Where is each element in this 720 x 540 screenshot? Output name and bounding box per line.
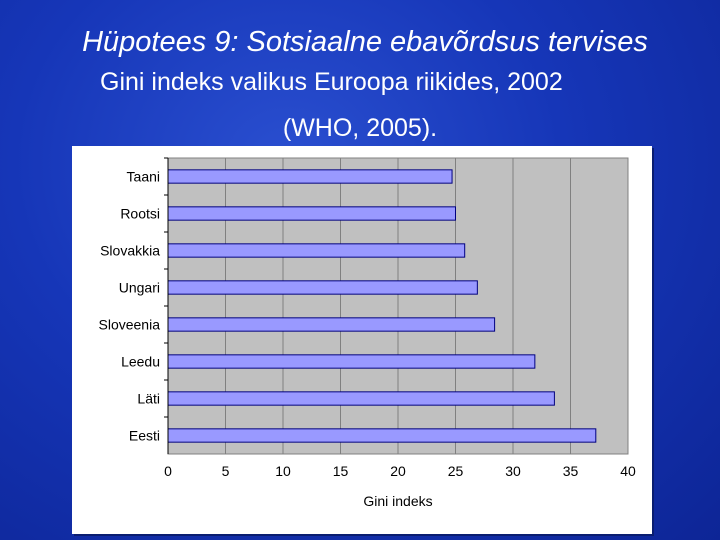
x-tick-label: 40 bbox=[620, 463, 636, 479]
category-label: Eesti bbox=[129, 428, 160, 444]
slide-subtitle: Gini indeks valikus Euroopa riikides, 20… bbox=[100, 68, 563, 96]
category-label: Taani bbox=[127, 169, 160, 185]
x-tick-label: 15 bbox=[333, 463, 349, 479]
bar bbox=[167, 354, 536, 369]
x-tick-label: 10 bbox=[275, 463, 291, 479]
x-tick-label: 0 bbox=[164, 463, 172, 479]
x-tick-label: 20 bbox=[390, 463, 406, 479]
gini-bar-chart: Taani Rootsi Slovakkia Ungari Sloveenia Leedu… bbox=[99, 157, 636, 509]
x-tick-label: 30 bbox=[505, 463, 521, 479]
bar bbox=[167, 206, 456, 221]
x-axis-title: Gini indeks bbox=[363, 493, 432, 509]
bar bbox=[167, 391, 555, 406]
bar bbox=[167, 243, 466, 258]
x-tick-label: 5 bbox=[222, 463, 230, 479]
category-label: Leedu bbox=[121, 354, 160, 370]
bars bbox=[164, 157, 597, 454]
category-labels: Taani Rootsi Slovakkia Ungari Sloveenia Leedu… bbox=[99, 169, 161, 444]
slide-source: (WHO, 2005). bbox=[282, 114, 438, 142]
x-tick-label: 25 bbox=[448, 463, 464, 479]
bar bbox=[167, 169, 453, 184]
category-label: Rootsi bbox=[120, 206, 160, 222]
bar bbox=[167, 280, 478, 295]
category-label: Sloveenia bbox=[99, 317, 161, 333]
x-tick-labels: 0 5 10 15 20 25 30 35 40 bbox=[164, 463, 636, 479]
category-label: Slovakkia bbox=[100, 243, 160, 259]
category-label: Ungari bbox=[119, 280, 160, 296]
slide-title: Hüpotees 9: Sotsiaalne ebavõrdsus tervis… bbox=[82, 26, 648, 58]
chart-frame: Taani Rootsi Slovakkia Ungari Sloveenia Leedu… bbox=[72, 146, 652, 534]
bar bbox=[167, 317, 496, 332]
bar bbox=[167, 428, 597, 443]
category-label: Läti bbox=[137, 391, 160, 407]
x-tick-label: 35 bbox=[563, 463, 579, 479]
